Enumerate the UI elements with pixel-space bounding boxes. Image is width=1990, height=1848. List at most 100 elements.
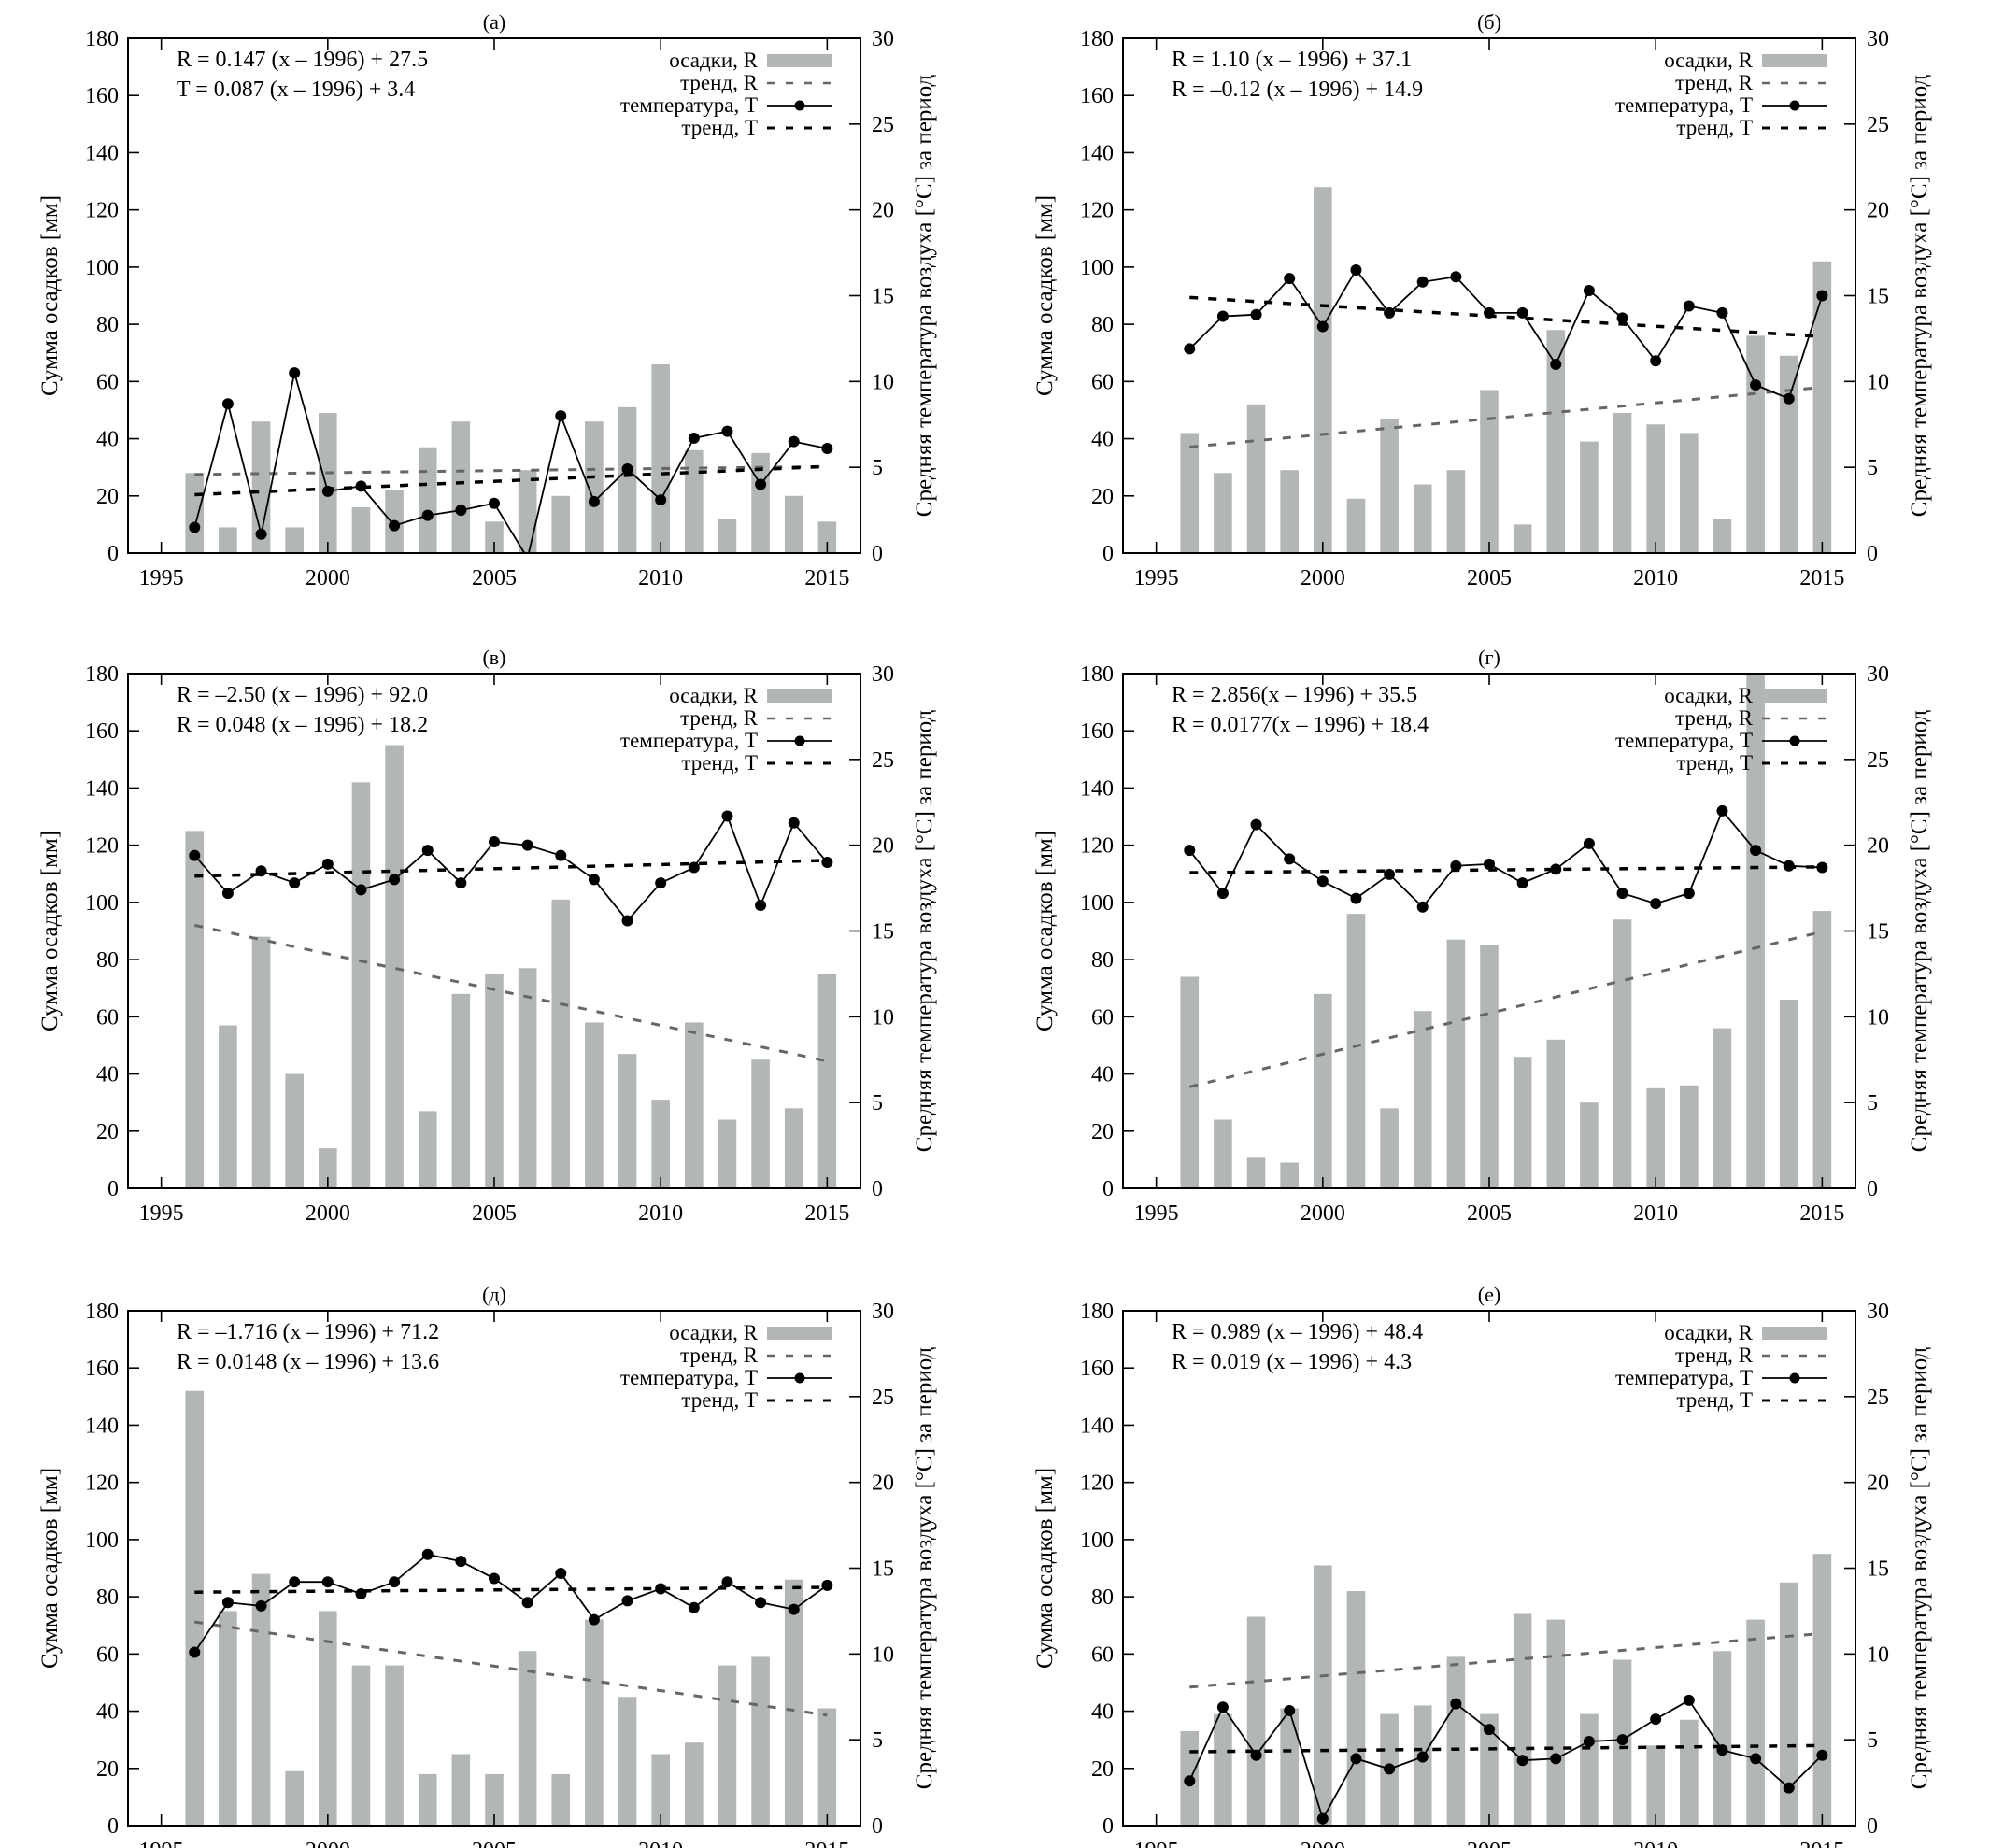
plot-area (1180, 674, 1832, 1188)
temperature-point (1650, 1713, 1662, 1726)
temperature-point (455, 505, 467, 517)
precip-bar (1680, 433, 1699, 553)
temperature-point (621, 463, 633, 476)
x-tick-label: 2010 (638, 1201, 683, 1226)
legend-label: тренд, T (1676, 751, 1753, 775)
y-right-tick-label: 25 (1867, 1386, 1889, 1410)
x-tick-label: 2015 (1799, 1839, 1844, 1848)
legend-label: осадки, R (669, 684, 758, 707)
temperature-point (189, 521, 201, 533)
y-right-tick-label: 30 (872, 1300, 894, 1324)
temperature-point (1783, 1782, 1795, 1794)
precip-bar (1246, 1616, 1266, 1826)
precip-bar (418, 447, 437, 553)
precip-bar (1346, 914, 1366, 1188)
temperature-point (788, 1603, 800, 1615)
temperature-point (1350, 1753, 1362, 1765)
y-right-tick-label: 5 (872, 456, 883, 480)
y-left-tick-label: 20 (1091, 1120, 1114, 1144)
precip-bar (1446, 1656, 1466, 1826)
legend-label: температура, T (620, 1366, 758, 1389)
x-tick-label: 2015 (1799, 566, 1844, 590)
x-tick-label: 2000 (306, 566, 350, 590)
temperature-point (289, 367, 301, 379)
chart-panel-3: 1995 2000 2005 2010 201502040608010012014016… (1032, 646, 1932, 1226)
y-left-axis-label: Сумма осадков [мм] (1032, 1468, 1058, 1669)
y-left-tick-label: 180 (1080, 662, 1114, 687)
precip-bar (1713, 519, 1732, 553)
legend-label: тренд, R (680, 1343, 759, 1367)
y-left-tick-label: 180 (85, 662, 119, 687)
precip-bar (1446, 470, 1466, 553)
precip-bar (1314, 187, 1332, 553)
temp-trend-line (1189, 295, 1823, 338)
panel-title: (е) (1478, 1283, 1500, 1306)
precip-bar (1779, 1582, 1798, 1826)
trend-equation: R = –2.50 (x – 1996) + 92.0 (177, 683, 428, 707)
trend-equation: R = –1.716 (x – 1996) + 71.2 (177, 1320, 439, 1344)
temperature-point (1450, 860, 1462, 872)
y-right-tick-label: 0 (872, 542, 883, 566)
precip-bar (385, 745, 404, 1188)
temperature-point (721, 1576, 733, 1588)
y-right-tick-label: 20 (872, 1471, 894, 1496)
precip-bar (1546, 1039, 1566, 1188)
precip-bar (1713, 1651, 1732, 1826)
precip-bar (1480, 390, 1499, 553)
y-left-tick-label: 60 (1091, 1005, 1114, 1030)
temperature-point (1750, 379, 1762, 391)
temperature-point (1683, 300, 1695, 312)
precip-bar (1779, 999, 1798, 1188)
y-right-axis-label: Средняя температура воздуха [°C] за пери… (912, 710, 937, 1153)
legend-label: температура, T (1615, 93, 1753, 117)
temperature-point (389, 1576, 401, 1588)
temperature-point (688, 861, 700, 874)
precip-bar (418, 1111, 437, 1188)
y-right-tick-label: 15 (872, 920, 894, 945)
y-right-tick-label: 30 (872, 27, 894, 51)
x-tick-label: 2010 (1633, 1201, 1678, 1226)
x-tick-label: 1995 (1134, 1839, 1179, 1848)
y-left-tick-label: 80 (96, 948, 119, 973)
legend-label: температура, T (620, 93, 758, 117)
precip-bar (618, 1697, 637, 1826)
y-left-tick-label: 120 (1080, 199, 1114, 223)
precip-bar (1613, 413, 1632, 553)
x-tick-label: 2015 (804, 566, 849, 590)
precip-trend-line (193, 923, 828, 1063)
y-left-tick-label: 20 (1091, 1757, 1114, 1782)
y-left-tick-label: 160 (1080, 719, 1114, 744)
precip-trend-line (194, 1620, 828, 1717)
legend-label: тренд, R (1675, 1343, 1754, 1367)
y-right-tick-label: 25 (1867, 748, 1889, 773)
legend-label: температура, T (1615, 729, 1753, 752)
y-left-tick-label: 60 (96, 370, 119, 394)
temperature-point (1816, 1749, 1828, 1761)
legend-swatch-precip (767, 1327, 832, 1340)
temperature-point (455, 877, 467, 889)
precip-bar (485, 521, 504, 553)
x-tick-label: 1995 (139, 1201, 184, 1226)
temperature-point (1816, 290, 1828, 302)
x-tick-label: 2015 (1799, 1201, 1844, 1226)
trend-equation: R = 0.147 (x – 1996) + 27.5 (177, 48, 428, 72)
temperature-point (721, 425, 733, 437)
temp-trend-line (194, 464, 828, 497)
precip-bar (585, 421, 604, 553)
precip-bar (1380, 419, 1399, 553)
temperature-point (321, 485, 334, 497)
precip-bar (1713, 1028, 1732, 1188)
precip-bar (718, 1665, 737, 1826)
temperature-point (621, 915, 633, 927)
precip-bar (1314, 1565, 1332, 1826)
precip-trend-line (194, 464, 828, 476)
precip-bar (1580, 441, 1599, 553)
temperature-point (421, 509, 434, 521)
y-right-tick-label: 15 (872, 1557, 894, 1582)
temperature-point (1350, 892, 1362, 904)
y-right-tick-label: 0 (1867, 1177, 1878, 1201)
temperature-point (189, 849, 201, 861)
temperature-point (289, 877, 301, 889)
precip-bar (485, 974, 504, 1188)
y-left-tick-label: 140 (1080, 776, 1114, 801)
